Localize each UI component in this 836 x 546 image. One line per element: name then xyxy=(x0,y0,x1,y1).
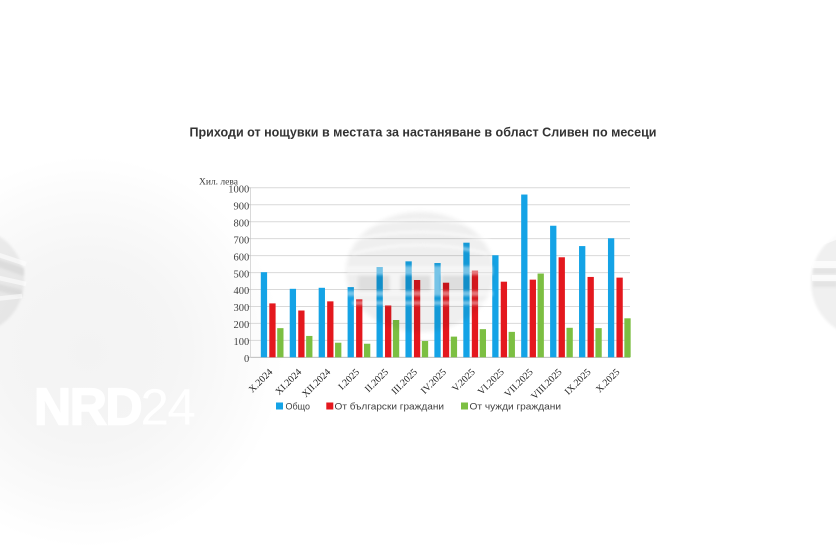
svg-text:VIII.2025: VIII.2025 xyxy=(529,367,564,402)
svg-text:Общо: Общо xyxy=(286,402,311,413)
svg-text:700: 700 xyxy=(234,235,250,246)
svg-text:500: 500 xyxy=(234,269,250,280)
svg-text:0: 0 xyxy=(244,354,249,365)
svg-text:NRD: NRD xyxy=(34,377,141,435)
svg-text:От български граждани: От български граждани xyxy=(335,402,445,413)
svg-text:800: 800 xyxy=(234,218,250,229)
svg-text:XII.2024: XII.2024 xyxy=(300,367,333,400)
svg-text:IV.2025: IV.2025 xyxy=(419,367,449,397)
svg-text:Хил. лева: Хил. лева xyxy=(199,178,239,188)
svg-text:Приходи от нощувки в местата з: Приходи от нощувки в местата за настаняв… xyxy=(190,126,657,140)
svg-text:900: 900 xyxy=(234,201,250,212)
svg-text:1000: 1000 xyxy=(228,185,249,196)
svg-text:24: 24 xyxy=(141,378,195,435)
svg-text:III.2025: III.2025 xyxy=(390,367,420,397)
svg-text:200: 200 xyxy=(234,320,250,331)
svg-text:400: 400 xyxy=(234,286,250,297)
svg-text:От чужди граждани: От чужди граждани xyxy=(470,402,562,413)
svg-text:X.2025: X.2025 xyxy=(594,367,622,395)
svg-text:300: 300 xyxy=(234,303,250,314)
svg-text:IX.2025: IX.2025 xyxy=(563,367,594,398)
svg-text:II.2025: II.2025 xyxy=(363,367,391,395)
svg-text:V.2025: V.2025 xyxy=(450,367,478,395)
svg-text:100: 100 xyxy=(234,337,250,348)
svg-text:600: 600 xyxy=(234,252,250,263)
svg-text:I.2025: I.2025 xyxy=(336,367,362,393)
